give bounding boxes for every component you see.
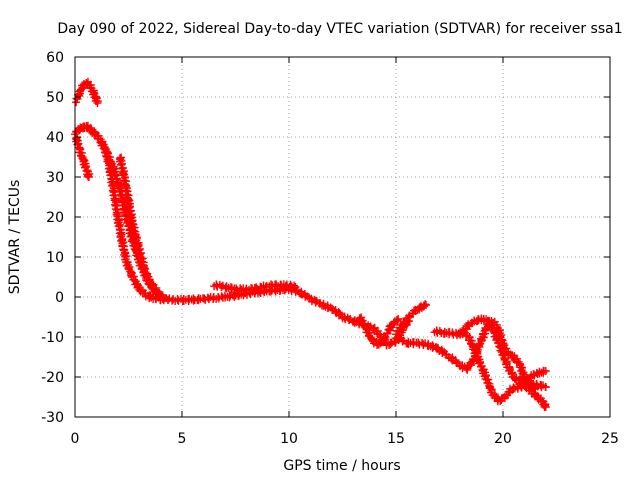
plot-frame xyxy=(74,56,611,418)
x-tick-label-5: 25 xyxy=(601,431,619,447)
y-tick-label-7: 40 xyxy=(46,130,64,146)
data-point-mid-6 xyxy=(461,331,470,340)
data-point-mid-6 xyxy=(541,383,550,391)
y-tick-label-5: 20 xyxy=(46,210,64,226)
data-point-mid-4 xyxy=(421,300,430,309)
data-point-mid-5 xyxy=(540,401,549,410)
x-tick-label-2: 10 xyxy=(280,431,298,447)
data-point-mid-5 xyxy=(541,403,550,411)
data-point-mid-3 xyxy=(438,349,447,358)
x-tick-label-4: 20 xyxy=(494,431,512,447)
x-tick-label-3: 15 xyxy=(387,431,405,447)
data-point-mid-5 xyxy=(464,320,473,329)
y-axis-label: SDTVAR / TECUs xyxy=(7,180,23,295)
y-tick-label-8: 50 xyxy=(46,90,64,106)
data-point-mid-2 xyxy=(385,322,394,331)
data-point-high-arc xyxy=(76,85,85,94)
data-point-mid-6 xyxy=(485,384,494,393)
y-tick-label-6: 30 xyxy=(46,170,64,186)
y-tick-label-1: -20 xyxy=(41,370,64,386)
data-point-mid-4 xyxy=(421,301,430,309)
y-tick-label-3: 0 xyxy=(55,290,64,306)
y-tick-label-2: -10 xyxy=(41,330,64,346)
x-axis-label: GPS time / hours xyxy=(283,458,400,474)
data-point-descending-4 xyxy=(120,179,129,188)
axis-ticks xyxy=(74,56,611,418)
data-point-descending-2 xyxy=(83,171,92,180)
chart-title: Day 090 of 2022, Sidereal Day-to-day VTE… xyxy=(57,21,622,37)
data-point-tail xyxy=(541,367,550,375)
data-point-high-arc xyxy=(93,99,102,107)
y-tick-label-4: 10 xyxy=(46,250,64,266)
data-point-upper-flat xyxy=(217,282,226,291)
data-point-descending-2 xyxy=(84,173,93,181)
data-point-mid-2 xyxy=(394,315,403,323)
grid-lines xyxy=(75,57,610,417)
y-tick-label-9: 60 xyxy=(46,50,64,66)
data-points xyxy=(71,77,550,411)
data-point-upper-flat xyxy=(290,283,299,292)
x-tick-label-1: 5 xyxy=(178,431,187,447)
x-tick-label-0: 0 xyxy=(71,431,80,447)
data-point-upper-flat xyxy=(291,283,300,291)
data-point-mid-4 xyxy=(400,317,409,326)
y-tick-label-0: -30 xyxy=(41,410,64,426)
